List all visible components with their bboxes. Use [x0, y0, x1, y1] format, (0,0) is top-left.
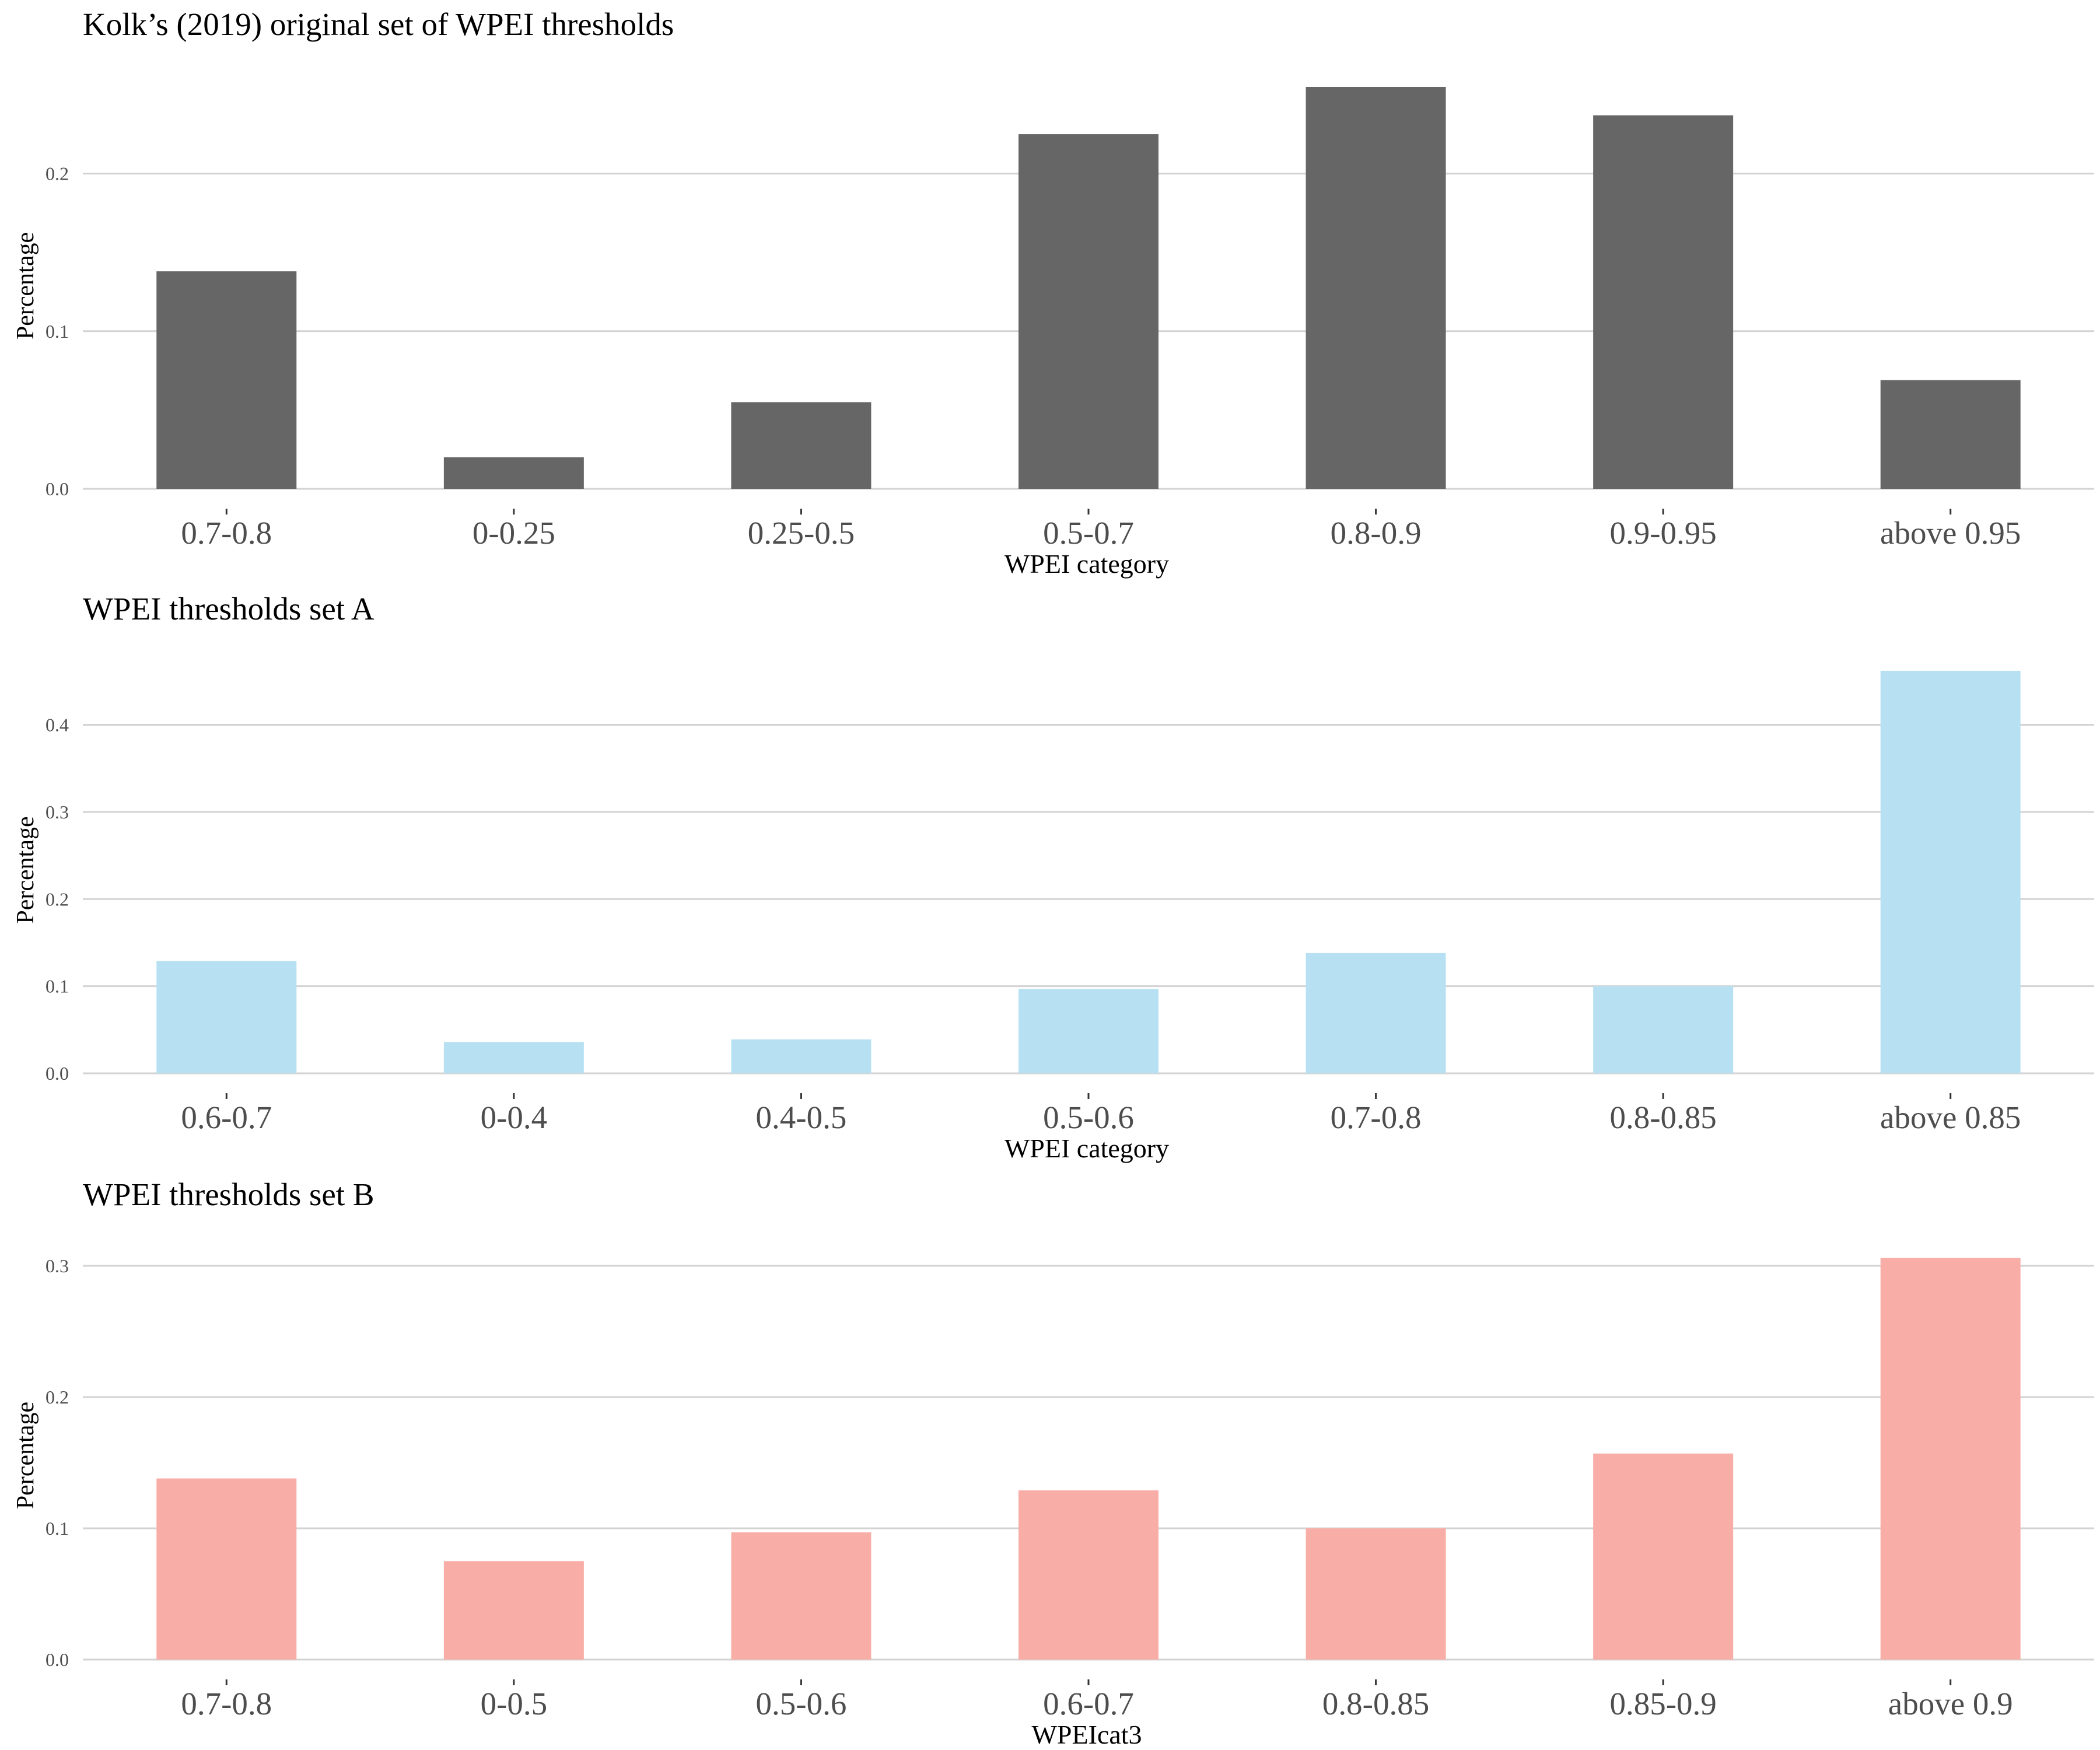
panel-2-ytick-label: 0.3 — [46, 802, 69, 822]
panel-1-bar — [1880, 380, 2021, 489]
panel-1-xtick-label: 0.7-0.8 — [181, 515, 272, 551]
panel-3-xtick-label: 0.6-0.7 — [1043, 1686, 1134, 1721]
panel-2-bar — [1880, 670, 2021, 1073]
panel-2-bar — [731, 1039, 872, 1073]
panel-1-xtick-label: 0.5-0.7 — [1043, 515, 1134, 551]
panel-2-ytick-label: 0.1 — [46, 976, 69, 997]
panel-3-xtick-label: 0.8-0.85 — [1322, 1686, 1429, 1721]
panel-2-bar — [443, 1042, 584, 1073]
panel-2-xtick-label: 0.5-0.6 — [1043, 1100, 1134, 1135]
panel-3-bar — [731, 1532, 872, 1660]
panel-3-y-axis-label: Percentage — [12, 1402, 39, 1509]
panel-2-xtick-label: 0.8-0.85 — [1609, 1100, 1716, 1135]
panel-3-title: WPEI thresholds set B — [83, 1177, 374, 1212]
panel-1-x-axis-label: WPEI category — [1005, 549, 1169, 579]
panel-1-bar — [1593, 115, 1734, 489]
panel-1-bar — [443, 457, 584, 489]
panel-2-bar — [156, 961, 297, 1073]
panel-3-bar — [1019, 1490, 1158, 1660]
panel-1-xtick-label: 0.8-0.9 — [1331, 515, 1422, 551]
panel-1-bar — [1306, 87, 1446, 489]
panel-1-xtick-label: 0-0.25 — [473, 515, 555, 551]
panel-1-xtick-label: 0.25-0.5 — [748, 515, 855, 551]
panel-2-xtick-label: 0-0.4 — [481, 1100, 548, 1135]
panel-1-bar — [156, 271, 297, 489]
panel-1-bar — [731, 402, 872, 489]
panel-2-title: WPEI thresholds set A — [83, 591, 374, 626]
panel-2-xtick-label: 0.6-0.7 — [181, 1100, 272, 1135]
panel-3-ytick-label: 0.2 — [46, 1387, 69, 1408]
panel-2-y-axis-label: Percentage — [12, 816, 39, 923]
panel-2-bar — [1306, 953, 1446, 1073]
panel-3-ytick-label: 0.3 — [46, 1255, 69, 1276]
panel-3-ytick-label: 0.1 — [46, 1518, 69, 1539]
panel-3-xtick-label: 0.7-0.8 — [181, 1686, 272, 1721]
panel-1-bar — [1019, 134, 1158, 489]
panel-2-ytick-label: 0.0 — [46, 1063, 69, 1084]
panel-3-bar — [1593, 1453, 1734, 1660]
panel-1-y-axis-label: Percentage — [12, 232, 39, 340]
panel-1-ytick-label: 0.2 — [46, 163, 69, 184]
panel-2-bar — [1019, 989, 1158, 1073]
panel-1-ytick-label: 0.1 — [46, 321, 69, 342]
panel-3-xtick-label: above 0.9 — [1888, 1686, 2013, 1721]
panel-2-ytick-label: 0.2 — [46, 888, 69, 909]
panel-1-xtick-label: above 0.95 — [1880, 515, 2021, 551]
panel-3-x-axis-label: WPEIcat3 — [1031, 1720, 1142, 1749]
panel-2-bar — [1593, 986, 1734, 1073]
panel-1-xtick-label: 0.9-0.95 — [1609, 515, 1716, 551]
panel-3-bar — [443, 1561, 584, 1660]
panel-3-xtick-label: 0.5-0.6 — [756, 1686, 847, 1721]
panel-2-x-axis-label: WPEI category — [1005, 1133, 1169, 1163]
panel-2-xtick-label: above 0.85 — [1880, 1100, 2021, 1135]
panel-3-bar — [1880, 1258, 2021, 1660]
panel-1-ytick-label: 0.0 — [46, 478, 69, 499]
panel-2-ytick-label: 0.4 — [46, 715, 69, 736]
panel-3-xtick-label: 0.85-0.9 — [1609, 1686, 1716, 1721]
panel-3-xtick-label: 0-0.5 — [481, 1686, 548, 1721]
panel-1-title: Kolk’s (2019) original set of WPEI thres… — [83, 6, 674, 42]
panel-2-xtick-label: 0.4-0.5 — [756, 1100, 847, 1135]
panel-3-ytick-label: 0.0 — [46, 1649, 69, 1670]
panel-2-xtick-label: 0.7-0.8 — [1331, 1100, 1422, 1135]
panel-3-bar — [1306, 1528, 1446, 1660]
panel-3-bar — [156, 1478, 297, 1660]
